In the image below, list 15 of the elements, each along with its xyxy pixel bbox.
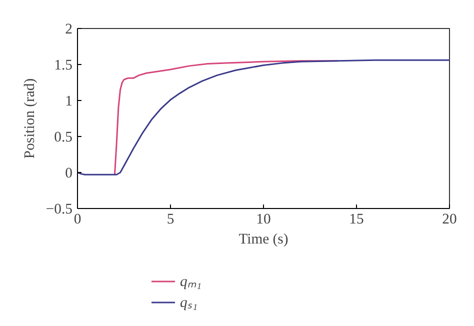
x-axis-title: Time (s) bbox=[238, 232, 288, 248]
x-tick-label: 5 bbox=[166, 212, 174, 228]
x-tick-label: 15 bbox=[349, 212, 364, 228]
legend-label: qₛ₁ bbox=[180, 294, 198, 312]
x-tick-label: 10 bbox=[256, 212, 271, 228]
line-series bbox=[78, 59, 450, 176]
y-tick-label: −0.5 bbox=[46, 202, 73, 218]
legend-label: qₘ₁ bbox=[180, 273, 202, 291]
y-tick-label: 1.5 bbox=[54, 58, 73, 74]
y-axis-title: Position (rad) bbox=[22, 78, 38, 159]
y-tick-label: 0 bbox=[65, 166, 72, 182]
y-tick-label: 2 bbox=[65, 22, 72, 38]
y-tick-label: 1 bbox=[65, 94, 72, 110]
y-tick-label: 0.5 bbox=[54, 130, 73, 146]
x-tick-label: 20 bbox=[442, 212, 457, 228]
